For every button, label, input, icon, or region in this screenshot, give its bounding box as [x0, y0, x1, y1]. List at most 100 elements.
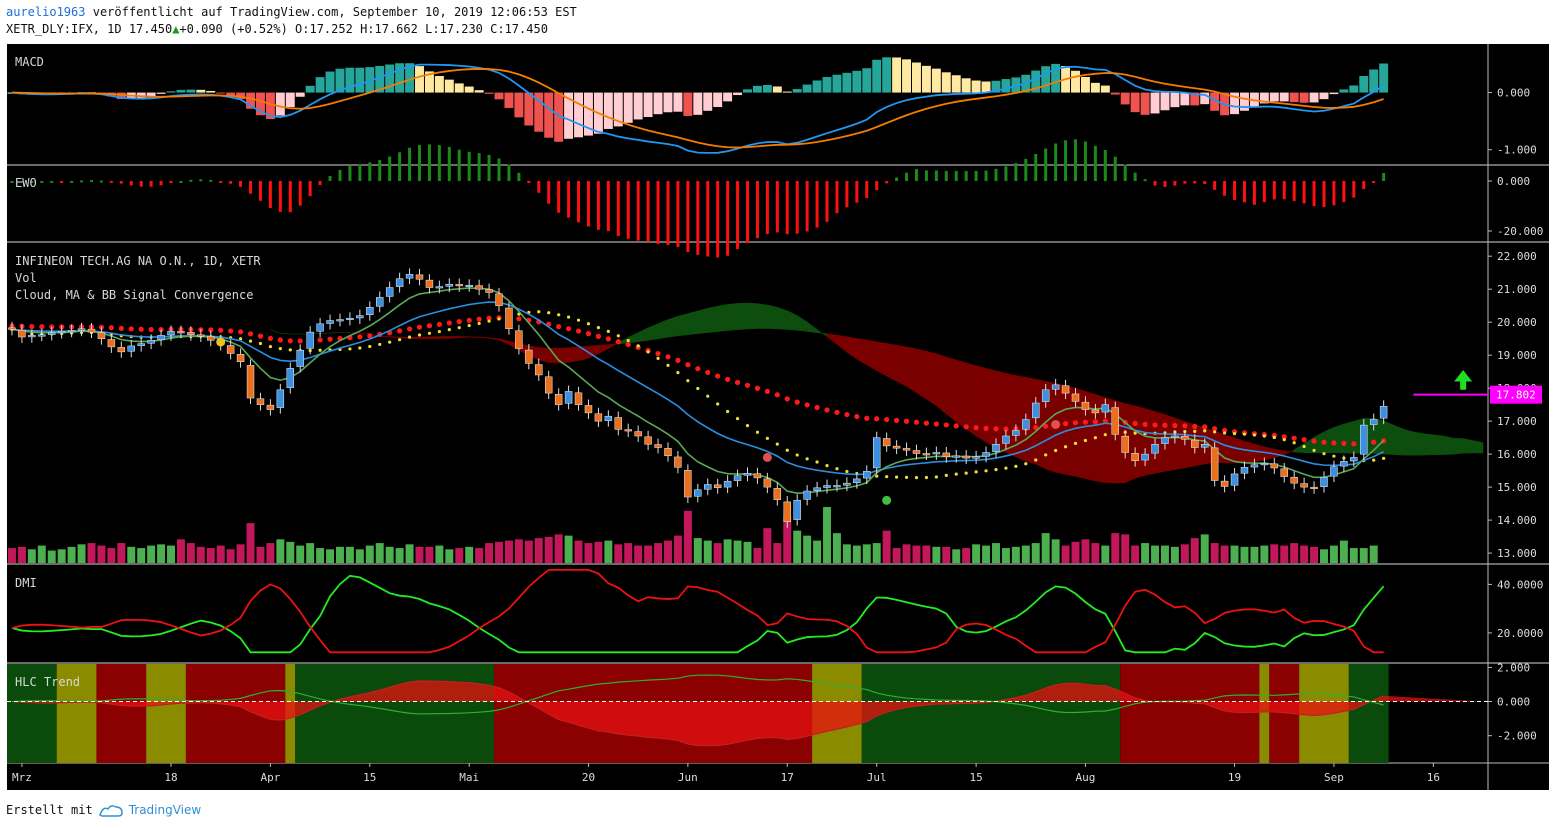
- long-ma-dot: [416, 324, 423, 330]
- macd-histogram-bar: [554, 92, 564, 142]
- macd-histogram-bar: [216, 92, 226, 94]
- volume-bar: [1220, 545, 1229, 563]
- ewo-bar: [696, 181, 700, 255]
- candle-body: [286, 368, 295, 388]
- candle-body: [853, 478, 861, 483]
- macd-histogram-bar: [484, 92, 494, 94]
- long-ma-dot: [1321, 439, 1327, 445]
- price-tick-label: 20.000: [1497, 316, 1537, 329]
- mid-ma-dot: [1024, 462, 1028, 466]
- cloud-segment: [468, 336, 480, 338]
- legend-vol: Vol: [15, 271, 37, 285]
- mid-ma-dot: [944, 473, 948, 478]
- trend-area: [11, 680, 1484, 746]
- ewo-bar: [388, 156, 392, 181]
- candle-body: [18, 329, 26, 338]
- cloud-segment: [1244, 440, 1255, 463]
- macd-histogram-bar: [1329, 92, 1339, 95]
- ewo-bar: [229, 181, 233, 184]
- candle-body: [405, 274, 414, 279]
- macd-histogram-bar: [415, 66, 424, 93]
- mid-ma-dot: [755, 430, 760, 434]
- mid-ma-dot: [417, 333, 422, 337]
- ewo-bar: [994, 168, 998, 181]
- volume-bar: [1369, 545, 1378, 563]
- long-ma-dot: [864, 415, 870, 421]
- cloud-segment: [1333, 423, 1345, 454]
- tradingview-brand[interactable]: TradingView: [128, 803, 202, 817]
- macd-histogram-bar: [355, 67, 365, 93]
- mid-ma-dot: [288, 348, 292, 352]
- mid-ma-dot: [686, 379, 690, 383]
- ewo-bar: [1332, 181, 1336, 206]
- mid-ma-dot: [1242, 432, 1247, 436]
- macd-histogram-bar: [752, 85, 762, 93]
- volume-bar: [455, 548, 464, 563]
- long-ma-dot: [128, 326, 134, 332]
- ewo-bar: [716, 181, 720, 258]
- ewo-bar: [109, 181, 113, 183]
- price-tick-label: 14.000: [1497, 514, 1537, 527]
- macd-histogram-bar: [504, 92, 514, 108]
- ewo-bar: [835, 181, 839, 214]
- volume-bar: [17, 546, 26, 563]
- volume-bar: [226, 549, 235, 563]
- time-tick-label: 15: [363, 771, 376, 784]
- mid-ma-dot: [775, 442, 779, 446]
- volume-bar: [435, 545, 444, 563]
- trend-band: [1259, 664, 1270, 763]
- long-ma-dot: [287, 338, 293, 344]
- volume-bar: [1200, 534, 1209, 563]
- mid-ma-dot: [1093, 436, 1097, 440]
- cloud-segment: [1442, 435, 1454, 455]
- ewo-bar: [70, 180, 74, 183]
- long-ma-dot: [1341, 440, 1347, 447]
- mid-ma-dot: [1312, 448, 1316, 453]
- header-line-1: aurelio1963 veröffentlicht auf TradingVi…: [6, 4, 577, 21]
- long-ma-dot: [874, 416, 880, 422]
- author-link[interactable]: aurelio1963: [6, 5, 86, 19]
- cloud-segment: [667, 315, 679, 338]
- macd-histogram-bar: [713, 92, 723, 108]
- mid-ma-dot: [497, 317, 501, 321]
- volume-bar: [723, 539, 732, 563]
- volume-bar: [266, 543, 275, 563]
- candle-body: [624, 429, 632, 432]
- ewo-bar: [1103, 149, 1107, 181]
- ewo-bar: [924, 170, 928, 181]
- macd-histogram-bar: [405, 63, 415, 93]
- ewo-bar: [40, 181, 44, 183]
- macd-histogram-bar: [226, 92, 236, 96]
- candle-body: [187, 332, 195, 335]
- ewo-bar: [914, 169, 918, 181]
- macd-histogram-bar: [196, 89, 206, 93]
- mid-ma-dot: [765, 436, 769, 440]
- volume-bar: [176, 539, 185, 563]
- macd-line: [11, 63, 1385, 154]
- ewo-bar: [1074, 139, 1078, 181]
- ewo-bar: [1213, 181, 1217, 190]
- time-tick-label: 16: [1427, 771, 1440, 784]
- ewo-bar: [119, 181, 123, 184]
- candle-body: [395, 278, 404, 287]
- trend-band: [56, 664, 97, 763]
- cloud-segment: [1393, 424, 1404, 456]
- ewo-bar: [954, 170, 958, 181]
- candle-body: [455, 284, 463, 287]
- ewo-bar: [1113, 156, 1117, 181]
- mid-ma-dot: [666, 363, 670, 367]
- ewo-bar: [417, 144, 421, 181]
- volume-bar: [1250, 546, 1259, 563]
- candle-body: [644, 436, 652, 445]
- macd-histogram-bar: [1090, 82, 1100, 93]
- volume-bar: [584, 543, 593, 563]
- ewo-bar: [308, 181, 312, 197]
- ewo-bar: [437, 145, 441, 181]
- mid-ma-dot: [557, 313, 561, 317]
- time-tick-label: Mrz: [12, 771, 32, 784]
- mid-ma-dot: [547, 311, 551, 315]
- ewo-bar: [60, 181, 64, 183]
- long-ma-dot: [1371, 439, 1377, 445]
- chart-canvas[interactable]: 22.00021.00020.00019.00018.00017.00016.0…: [0, 0, 1556, 800]
- cloud-segment: [458, 336, 470, 339]
